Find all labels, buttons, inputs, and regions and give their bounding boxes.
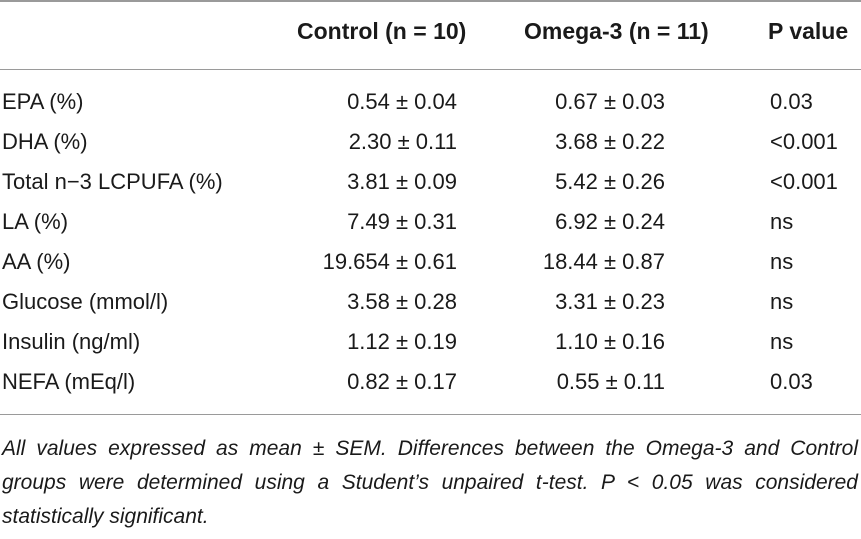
control-value: 7.49 ± 0.31: [347, 209, 457, 234]
header-control: Control (n = 10): [297, 18, 467, 44]
omega-value: 1.10 ± 0.16: [555, 329, 665, 354]
p-value: ns: [770, 329, 794, 354]
table-row: Insulin (ng/ml) 1.12 ± 0.19 1.10 ± 0.16 ns: [0, 322, 861, 362]
omega-value: 3.31 ± 0.23: [555, 289, 665, 314]
row-label: DHA (%): [2, 129, 88, 154]
control-value: 2.30 ± 0.11: [348, 129, 457, 154]
omega-value: 0.67 ± 0.03: [555, 89, 665, 114]
omega-value: 3.68 ± 0.22: [555, 129, 665, 154]
p-value: 0.03: [770, 89, 813, 114]
p-value: <0.001: [770, 129, 838, 154]
row-label: AA (%): [2, 249, 71, 274]
p-value: 0.03: [770, 369, 813, 394]
table-row: DHA (%) 2.30 ± 0.11 3.68 ± 0.22 <0.001: [0, 122, 861, 162]
omega-value: 5.42 ± 0.26: [555, 169, 665, 194]
row-label: EPA (%): [2, 89, 84, 114]
omega-value: 18.44 ± 0.87: [542, 249, 665, 274]
table-row: EPA (%) 0.54 ± 0.04 0.67 ± 0.03 0.03: [0, 82, 861, 122]
p-value: ns: [770, 249, 794, 274]
control-value: 19.654 ± 0.61: [322, 249, 457, 274]
p-value: ns: [770, 209, 794, 234]
table-footnote: All values expressed as mean ± SEM. Diff…: [2, 437, 858, 528]
header-rule: [0, 69, 861, 70]
table-row: NEFA (mEq/l) 0.82 ± 0.17 0.55 ± 0.11 0.03: [0, 362, 861, 402]
row-label: Glucose (mmol/l): [2, 289, 169, 314]
row-label: LA (%): [2, 209, 69, 234]
table-row: LA (%) 7.49 ± 0.31 6.92 ± 0.24 ns: [0, 202, 861, 242]
top-rule: [0, 0, 861, 2]
omega-value: 6.92 ± 0.24: [555, 209, 665, 234]
table-row: Glucose (mmol/l) 3.58 ± 0.28 3.31 ± 0.23 ns: [0, 282, 861, 322]
control-value: 0.82 ± 0.17: [347, 369, 457, 394]
control-value: 3.81 ± 0.09: [347, 169, 457, 194]
table-row: AA (%) 19.654 ± 0.61 18.44 ± 0.87 ns: [0, 242, 861, 282]
table-row: Total n−3 LCPUFA (%) 3.81 ± 0.09 5.42 ± 0.…: [0, 162, 861, 202]
p-value: ns: [770, 289, 794, 314]
control-value: 0.54 ± 0.04: [347, 89, 457, 114]
control-value: 1.12 ± 0.19: [347, 329, 457, 354]
bottom-rule: [0, 414, 861, 415]
p-value: <0.001: [770, 169, 838, 194]
control-value: 3.58 ± 0.28: [347, 289, 457, 314]
row-label: Insulin (ng/ml): [2, 329, 141, 354]
row-label: NEFA (mEq/l): [2, 369, 136, 394]
header-pvalue: P value: [768, 18, 849, 44]
omega-value: 0.55 ± 0.11: [556, 369, 665, 394]
row-label: Total n−3 LCPUFA (%): [2, 169, 223, 194]
header-omega: Omega-3 (n = 11): [524, 18, 709, 44]
